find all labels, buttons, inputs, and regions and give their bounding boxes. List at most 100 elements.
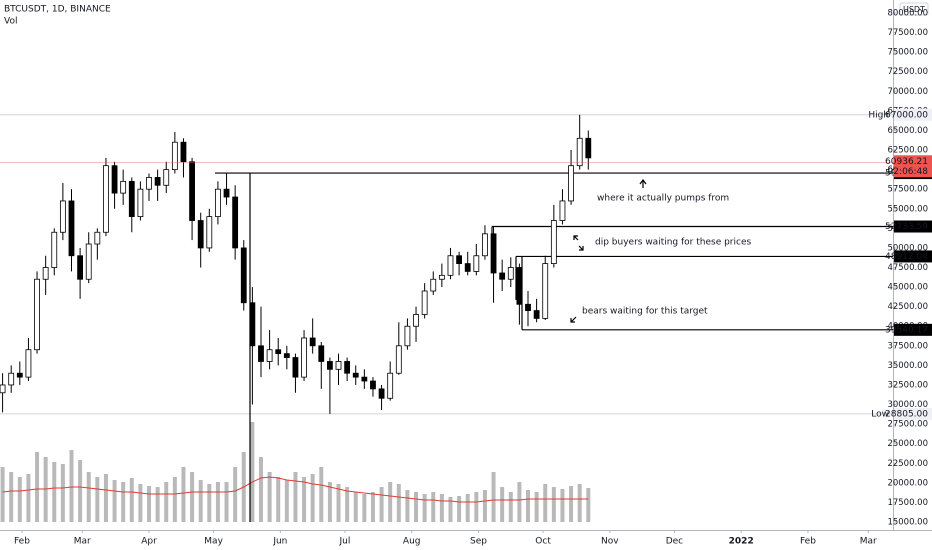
candle-body bbox=[16, 372, 23, 378]
volume-bar bbox=[103, 474, 108, 522]
candle-body bbox=[163, 169, 170, 186]
annotation: dip buyers waiting for these prices bbox=[595, 238, 751, 248]
candle-body bbox=[275, 349, 282, 355]
volume-bar bbox=[543, 484, 548, 522]
volume-bar bbox=[534, 492, 539, 522]
volume-bar bbox=[396, 484, 401, 522]
x-tick-label: Oct bbox=[535, 537, 551, 547]
volume-bar bbox=[0, 467, 5, 522]
volume-bar bbox=[422, 494, 427, 522]
arrow-down-left bbox=[570, 316, 577, 323]
x-tick-label: Dec bbox=[666, 537, 683, 547]
volume-bar bbox=[35, 452, 40, 522]
candle-body bbox=[223, 188, 230, 198]
volume-bar bbox=[207, 484, 212, 522]
candle-body bbox=[576, 137, 583, 167]
candle-body bbox=[94, 231, 101, 245]
candle-body bbox=[249, 302, 256, 347]
y-tick-label: 65000.00 bbox=[887, 126, 928, 136]
volume-bar bbox=[224, 482, 229, 522]
last-price-label: 60936.21 bbox=[885, 157, 928, 167]
volume-bar bbox=[474, 492, 479, 522]
candle-body bbox=[352, 372, 359, 378]
volume-bar bbox=[95, 477, 100, 522]
y-tick-label: 62500.00 bbox=[887, 146, 928, 156]
volume-bar bbox=[121, 482, 126, 522]
volume-bar bbox=[551, 487, 556, 522]
candle-body bbox=[438, 274, 445, 280]
price-axis: 15000.00 17500.00 20000.00 22500.00 25000.00… bbox=[887, 9, 928, 528]
volume-bar bbox=[379, 487, 384, 522]
candle-body bbox=[378, 388, 385, 399]
candle-body bbox=[370, 380, 376, 390]
volume-bar bbox=[17, 477, 22, 522]
candle-body bbox=[240, 247, 247, 304]
level-box bbox=[894, 323, 932, 336]
candle-body bbox=[137, 188, 144, 217]
volume-label: Vol bbox=[4, 17, 17, 27]
volume-bar bbox=[370, 492, 375, 522]
volume-bar bbox=[26, 474, 31, 522]
x-tick-label: Nov bbox=[601, 537, 619, 547]
candle-body bbox=[154, 177, 161, 186]
volume-bar bbox=[198, 480, 203, 522]
volume-bar bbox=[86, 472, 91, 522]
y-tick-label: 57500.00 bbox=[887, 185, 928, 195]
volume-bar bbox=[465, 494, 470, 522]
candle-body bbox=[189, 161, 195, 221]
volume-bar bbox=[500, 487, 505, 522]
x-tick-label: Sep bbox=[470, 537, 487, 547]
level-label: 39540.17 bbox=[885, 325, 928, 335]
candle-body bbox=[568, 165, 574, 202]
x-tick-label: Apr bbox=[141, 537, 157, 547]
y-tick-label: 17500.00 bbox=[887, 498, 928, 508]
y-tick-label: 47500.00 bbox=[887, 263, 928, 273]
candle-body bbox=[25, 349, 32, 378]
candle-body bbox=[146, 177, 152, 190]
volume-bar bbox=[345, 487, 350, 522]
candle-body bbox=[326, 361, 333, 370]
candle-body bbox=[430, 278, 437, 292]
annotation: where it actually pumps from bbox=[597, 194, 729, 204]
candle-body bbox=[258, 345, 264, 362]
volume-bar bbox=[569, 486, 574, 522]
volume-bar bbox=[526, 490, 531, 522]
volume-bar bbox=[414, 492, 419, 522]
candle-body bbox=[103, 165, 109, 233]
y-tick-label: 70000.00 bbox=[887, 87, 928, 97]
candle-body bbox=[344, 361, 351, 374]
currency-box bbox=[899, 2, 929, 16]
candle-body bbox=[8, 372, 15, 386]
candle-body bbox=[283, 353, 290, 358]
candle-body bbox=[59, 200, 66, 233]
x-tick-label: Mar bbox=[74, 537, 91, 547]
volume-bar bbox=[491, 472, 496, 522]
candle-body bbox=[77, 255, 84, 280]
volume-bar bbox=[508, 492, 513, 522]
volume-bar bbox=[69, 450, 74, 522]
candle-body bbox=[550, 220, 557, 264]
volume-bar bbox=[60, 464, 65, 522]
extreme-box bbox=[894, 108, 932, 121]
y-tick-label: 75000.00 bbox=[887, 48, 928, 58]
x-tick-label: Feb bbox=[14, 537, 30, 547]
candle-body bbox=[335, 361, 342, 370]
y-tick-label: 42500.00 bbox=[887, 302, 928, 312]
candle-body bbox=[42, 267, 49, 280]
y-tick-label: 35000.00 bbox=[887, 361, 928, 371]
volume-bar bbox=[310, 474, 315, 522]
arrow-up bbox=[639, 179, 647, 188]
x-tick-label: Feb bbox=[800, 537, 816, 547]
volume-bar bbox=[439, 494, 444, 522]
volume-bar bbox=[147, 486, 152, 522]
candle-body bbox=[525, 303, 531, 311]
volume-bar bbox=[388, 482, 393, 522]
y-tick-label: 77500.00 bbox=[887, 28, 928, 38]
level-box bbox=[894, 250, 932, 263]
x-tick-label: Jun bbox=[272, 537, 287, 547]
y-tick-label: 27500.00 bbox=[887, 420, 928, 430]
countdown: 02:06:48 bbox=[888, 167, 929, 177]
volume-bar bbox=[284, 480, 289, 522]
